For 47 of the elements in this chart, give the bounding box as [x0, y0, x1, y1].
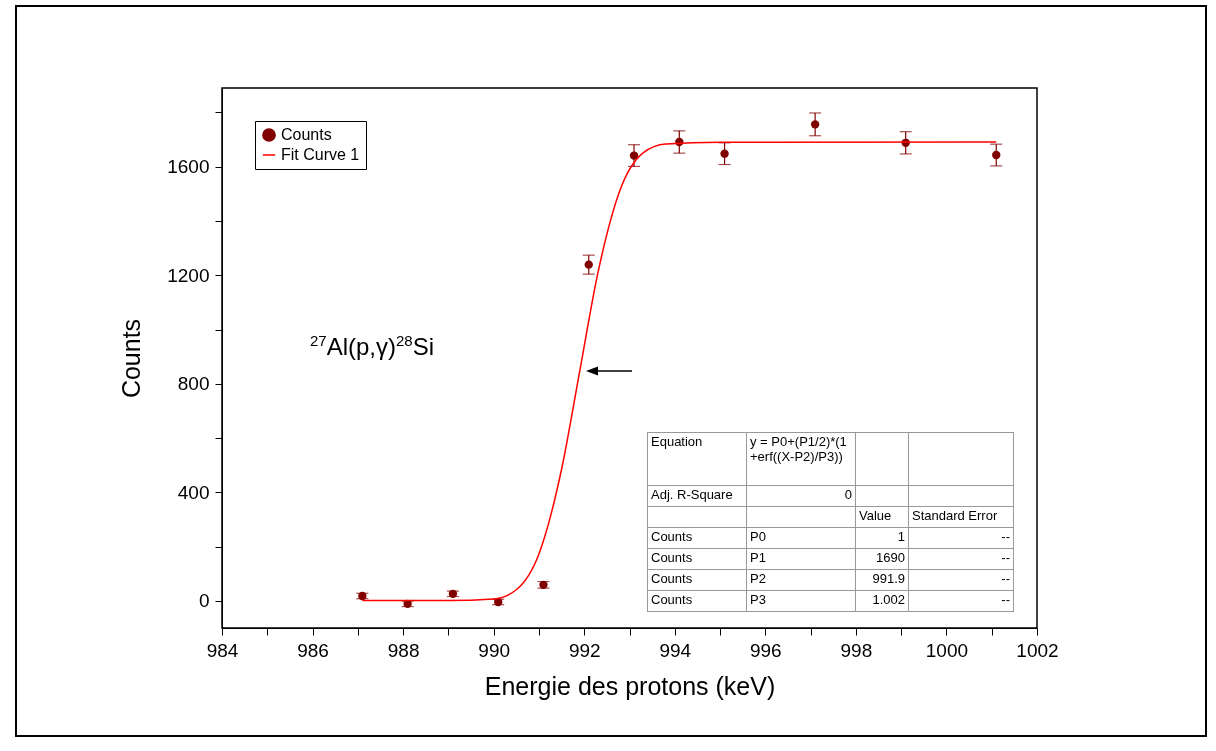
annotation: -- — [908, 527, 1014, 549]
legend-label: Counts — [281, 126, 332, 143]
annotation: Standard Error — [908, 506, 1014, 528]
y-tick-label: 400 — [177, 481, 210, 503]
point — [584, 260, 593, 269]
annotation: Counts — [647, 527, 747, 549]
annotation: $^{27}$Al(p,γ)$^{28}$Si — [310, 332, 435, 361]
annotation: Counts — [647, 590, 747, 612]
legend-label: Fit Curve 1 — [281, 146, 360, 163]
x-tick-label: 988 — [387, 639, 420, 661]
annotation: P3 — [746, 590, 856, 612]
annotation: -- — [908, 590, 1014, 612]
x-tick-label: 994 — [659, 639, 692, 661]
annotation: P0 — [746, 527, 856, 549]
y-tick-label: 800 — [177, 373, 210, 395]
x-tick-label: 986 — [297, 639, 329, 661]
annotation: Counts — [647, 569, 747, 591]
x-tick-label: 1002 — [1016, 639, 1059, 661]
annotation: Counts — [647, 548, 747, 570]
annotation: P2 — [746, 569, 856, 591]
point — [810, 120, 820, 129]
x-tick-label: 984 — [206, 639, 239, 661]
annotation: y = P0+(P1/2)*(1+erf((X-P2)/P3)) — [746, 432, 856, 486]
x-tick-label: 990 — [478, 639, 511, 661]
annotation: P1 — [746, 548, 856, 570]
x-tick-label: 992 — [568, 639, 601, 661]
annotation: 991.9 — [855, 569, 909, 591]
annotation: 1690 — [855, 548, 909, 570]
x-tick-label: 996 — [749, 639, 782, 661]
annotation: -- — [908, 569, 1014, 591]
x-axis-title: Energie des protons (keV) — [484, 671, 776, 700]
x-tick-label: 998 — [840, 639, 873, 661]
annotation: 1.002 — [855, 590, 909, 612]
annotation: Equation — [647, 432, 747, 486]
annotation: Adj. R-Square — [647, 485, 747, 507]
annotation: 1 — [855, 527, 909, 549]
point — [992, 150, 1001, 160]
annotation: 0 — [746, 485, 856, 507]
point — [629, 151, 639, 160]
annotation: Value — [855, 506, 909, 528]
x-tick-label: 1000 — [925, 639, 969, 661]
y-tick-label: 1200 — [167, 264, 210, 286]
y-tick-label: 0 — [198, 590, 210, 612]
y-axis-title: Counts — [117, 318, 146, 399]
y-tick-label: 1600 — [167, 156, 210, 178]
annotation: -- — [908, 548, 1014, 570]
point — [720, 149, 729, 158]
